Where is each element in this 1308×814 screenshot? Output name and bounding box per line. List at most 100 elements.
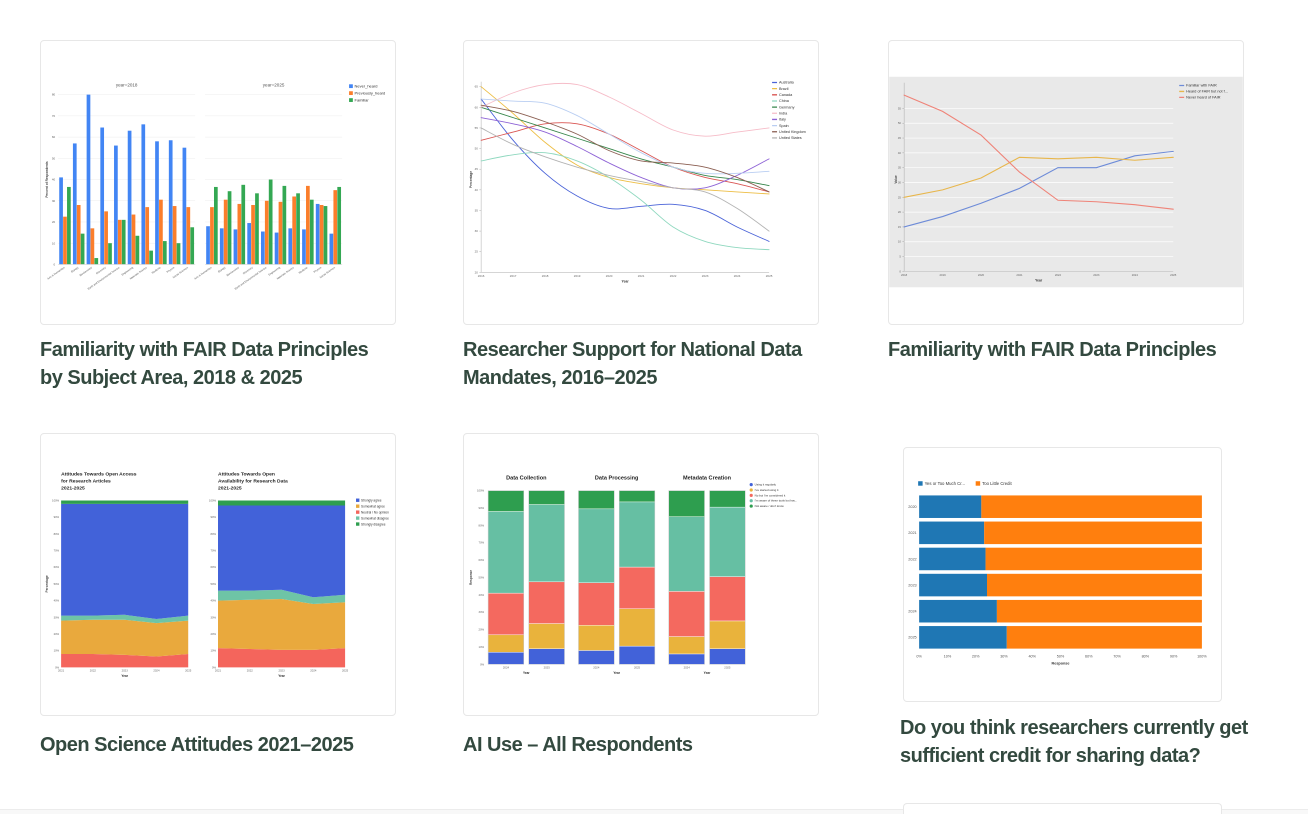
y-axis-label: Response — [469, 570, 473, 585]
y-tick-label: 25 — [475, 250, 479, 254]
title-line: Mandates, 2016–2025 — [463, 367, 657, 389]
legend-label: Familiar — [355, 98, 370, 103]
card-fair-familiarity[interactable]: 0 5 10 15 20 25 30 35 40 45 50 55 2018 2019 2020 2021 20… — [888, 40, 1244, 325]
x-tick-label: 2020 — [606, 274, 613, 278]
y-tick-label: 40% — [479, 593, 485, 597]
y-tick-label: 20% — [54, 632, 60, 636]
bar-segment — [984, 521, 1202, 545]
legend-label: Australia — [779, 81, 795, 85]
y-tick-label: 45 — [898, 136, 902, 140]
y-tick-label: 60 — [475, 105, 479, 109]
bar-segment — [487, 490, 525, 512]
card-national-mandates[interactable]: 20 25 30 35 40 45 50 55 60 65 2016 2017 2018 2019 2020… — [463, 40, 819, 325]
x-tick-label: 2016 — [478, 274, 485, 278]
y-tick-label: 25 — [898, 195, 902, 199]
card-ai-use[interactable]: 0% 10% 20% 30% 40% 50% 60% 70% 80% 90% 100% Respons… — [463, 433, 819, 716]
bar — [190, 227, 195, 265]
plot-background — [889, 76, 1243, 288]
x-tick-label: 2022 — [247, 668, 254, 672]
facet-title: Data Collection — [506, 476, 547, 482]
bar-segment — [528, 504, 565, 583]
legend-label: Canada — [779, 93, 793, 97]
bar — [329, 233, 334, 265]
y-tick-label: 2020 — [908, 505, 916, 509]
line-series — [480, 104, 770, 193]
card-credit-sharing[interactable]: Yes or Too Much Cr... Too Little Credit 20… — [903, 447, 1222, 702]
x-tick-label: 2024 — [153, 668, 160, 672]
x-tick-label: Engineering — [121, 265, 135, 276]
legend-label: Using it regularly — [755, 483, 777, 487]
card-open-science-attitudes[interactable]: Attitudes Towards Open Access for Researc… — [40, 433, 396, 716]
legend-label: United Kingdom — [779, 130, 806, 134]
bar-segment — [578, 625, 615, 651]
y-tick-label: 55 — [475, 126, 479, 130]
bar-segment — [528, 648, 565, 665]
bar-segment — [487, 651, 525, 665]
bar — [241, 184, 246, 265]
credit-sharing-chart: Yes or Too Much Cr... Too Little Credit 20… — [908, 481, 1207, 665]
partial-next-card[interactable] — [903, 803, 1222, 814]
y-tick-label: 30% — [479, 610, 485, 614]
y-axis-label: Percentage — [469, 171, 473, 188]
bar-outline — [668, 490, 705, 665]
x-tick-label: Chemistry — [242, 265, 254, 275]
x-tick-label: 2023 — [122, 668, 129, 672]
y-tick-label: 70% — [210, 549, 216, 553]
y-tick-label: 65 — [475, 85, 479, 89]
bar-segment — [487, 511, 525, 594]
line-series — [480, 151, 770, 251]
bar-segment — [709, 620, 746, 649]
x-tick-label: 80% — [1142, 654, 1150, 658]
x-tick-label: Biology — [217, 265, 227, 274]
bar — [278, 201, 283, 265]
bar-segment — [578, 508, 615, 583]
bar — [127, 130, 132, 265]
bar — [67, 186, 71, 265]
bar-segment — [985, 547, 1202, 571]
title-line: sufficient credit for sharing data? — [900, 745, 1201, 767]
bar-segment — [919, 547, 986, 571]
bar-segment — [986, 573, 1202, 597]
bar — [131, 214, 136, 265]
y-tick-label: 55 — [898, 106, 902, 110]
y-tick-label: 20 — [898, 210, 902, 214]
bar-segment — [709, 506, 746, 577]
x-tick-label: 2025 — [185, 668, 192, 672]
x-tick-label: Arts & Humanities — [46, 265, 66, 281]
bar — [227, 191, 232, 265]
card-fair-by-subject[interactable]: 0 10 20 30 40 50 60 70 80 year=2018 Arts & Humanit… — [40, 40, 396, 325]
legend-label: Somewhat disagree — [361, 516, 389, 520]
x-tick-label: 50% — [1057, 654, 1065, 658]
y-tick-label: 60% — [54, 565, 60, 569]
x-axis-label: Year — [121, 674, 128, 678]
facet-title: Data Processing — [595, 476, 639, 482]
legend-label: Germany — [779, 105, 795, 109]
x-tick-label: 40% — [1028, 654, 1036, 658]
x-axis-label: Year — [1035, 278, 1043, 282]
y-tick-label: 30 — [52, 199, 56, 203]
bar — [121, 219, 126, 265]
x-tick-label: 2021 — [215, 668, 222, 672]
legend-label: Strongly disagree — [361, 522, 386, 526]
x-tick-label: 2023 — [702, 274, 709, 278]
bar — [80, 233, 85, 265]
fair-by-subject-chart: 0 10 20 30 40 50 60 70 80 year=2018 Arts & Humanit… — [45, 83, 386, 291]
x-tick-label: 2024 — [503, 665, 510, 669]
x-axis-label: Year — [613, 671, 620, 675]
y-tick-label: 50% — [210, 582, 216, 586]
card-title-fair-by-subject: Familiarity with FAIR Data Principles by… — [40, 336, 369, 392]
y-tick-label: 2022 — [908, 557, 916, 561]
line-series — [480, 98, 770, 175]
bar-segment — [668, 591, 705, 637]
bar-segment — [528, 623, 565, 649]
y-tick-label: 0 — [899, 269, 901, 273]
subplot-title: Availability for Research Data — [218, 479, 288, 485]
legend-swatch — [749, 488, 753, 492]
x-axis-label: Year — [523, 671, 530, 675]
next-section-strip — [0, 809, 1308, 814]
legend-label: Previously_heard — [355, 91, 386, 96]
bar-segment — [668, 516, 705, 592]
x-tick-label: Medicine — [151, 265, 162, 275]
